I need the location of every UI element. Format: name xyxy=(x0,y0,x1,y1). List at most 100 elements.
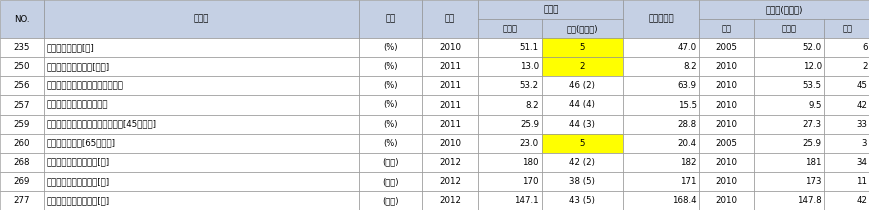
Bar xyxy=(824,96,869,114)
Bar xyxy=(43,172,359,191)
Bar xyxy=(421,76,478,96)
Text: 2010: 2010 xyxy=(439,43,461,52)
Bar xyxy=(0,191,43,210)
Text: 181: 181 xyxy=(805,158,821,167)
Text: 51.1: 51.1 xyxy=(520,43,539,52)
Bar xyxy=(541,191,622,210)
Text: 170: 170 xyxy=(522,177,539,186)
Bar xyxy=(421,153,478,172)
Text: 63.9: 63.9 xyxy=(677,81,696,91)
Text: 12.0: 12.0 xyxy=(802,62,821,71)
Text: 指標値: 指標値 xyxy=(780,24,795,33)
Text: 13.0: 13.0 xyxy=(520,62,539,71)
Bar xyxy=(0,0,43,38)
Bar xyxy=(753,134,824,153)
Text: (%): (%) xyxy=(382,101,397,109)
Text: 2010: 2010 xyxy=(714,158,737,167)
Text: 8.2: 8.2 xyxy=(682,62,696,71)
Text: 指標値: 指標値 xyxy=(502,24,517,33)
Bar xyxy=(43,153,359,172)
Bar xyxy=(824,191,869,210)
Text: (時間): (時間) xyxy=(381,177,398,186)
Bar xyxy=(541,76,622,96)
Bar xyxy=(478,38,541,57)
Bar xyxy=(478,191,541,210)
Bar xyxy=(753,153,824,172)
Bar xyxy=(622,191,699,210)
Bar xyxy=(0,134,43,153)
Text: 2010: 2010 xyxy=(714,177,737,186)
Text: (%): (%) xyxy=(382,62,397,71)
Text: 年度: 年度 xyxy=(445,14,454,24)
Bar xyxy=(478,57,541,76)
Text: 25.9: 25.9 xyxy=(520,119,539,129)
Bar xyxy=(622,57,699,76)
Bar xyxy=(699,38,753,57)
Bar xyxy=(0,57,43,76)
Text: 2: 2 xyxy=(861,62,866,71)
Text: 25.9: 25.9 xyxy=(802,139,821,148)
Bar xyxy=(43,134,359,153)
Text: 250: 250 xyxy=(14,62,30,71)
Bar xyxy=(359,134,421,153)
Text: 就職者に占める中高年齢者の比率[45歳以上]: 就職者に占める中高年齢者の比率[45歳以上] xyxy=(46,119,156,129)
Text: 182: 182 xyxy=(680,158,696,167)
Text: 2010: 2010 xyxy=(714,196,737,205)
Bar xyxy=(699,76,753,96)
Bar xyxy=(541,172,622,191)
Bar xyxy=(824,172,869,191)
Bar xyxy=(421,134,478,153)
Text: 項目名: 項目名 xyxy=(193,14,209,24)
Bar xyxy=(43,76,359,96)
Text: 257: 257 xyxy=(14,101,30,109)
Text: 45: 45 xyxy=(855,81,866,91)
Text: パートタイム就職率[常用]: パートタイム就職率[常用] xyxy=(46,62,109,71)
Bar xyxy=(43,38,359,57)
Bar xyxy=(421,191,478,210)
Bar xyxy=(699,57,753,76)
Text: (%): (%) xyxy=(382,119,397,129)
Bar xyxy=(478,114,541,134)
Bar xyxy=(699,153,753,172)
Bar xyxy=(753,38,824,57)
Bar xyxy=(0,38,43,57)
Text: 269: 269 xyxy=(14,177,30,186)
Text: 2012: 2012 xyxy=(439,177,461,186)
Bar xyxy=(699,19,753,38)
Text: (%): (%) xyxy=(382,139,397,148)
Text: 44 (4): 44 (4) xyxy=(569,101,594,109)
Bar xyxy=(43,191,359,210)
Bar xyxy=(699,134,753,153)
Bar xyxy=(622,114,699,134)
Text: 9.5: 9.5 xyxy=(807,101,821,109)
Bar xyxy=(43,0,359,38)
Text: 235: 235 xyxy=(14,43,30,52)
Text: 256: 256 xyxy=(14,81,30,91)
Bar xyxy=(43,96,359,114)
Bar xyxy=(824,19,869,38)
Text: 180: 180 xyxy=(522,158,539,167)
Bar xyxy=(359,76,421,96)
Text: (時間): (時間) xyxy=(381,158,398,167)
Text: 173: 173 xyxy=(805,177,821,186)
Text: 259: 259 xyxy=(14,119,30,129)
Text: 15.5: 15.5 xyxy=(677,101,696,109)
Text: 月間平均実労働時間数[男]: 月間平均実労働時間数[男] xyxy=(46,158,109,167)
Bar xyxy=(359,96,421,114)
Bar xyxy=(478,76,541,96)
Bar xyxy=(421,38,478,57)
Text: 順位: 順位 xyxy=(841,24,851,33)
Text: (%): (%) xyxy=(382,81,397,91)
Text: 34: 34 xyxy=(855,158,866,167)
Text: 52.0: 52.0 xyxy=(802,43,821,52)
Text: 参考値(鳥取県): 参考値(鳥取県) xyxy=(765,5,802,14)
Bar xyxy=(359,114,421,134)
Text: 年度: 年度 xyxy=(720,24,731,33)
Bar xyxy=(622,38,699,57)
Bar xyxy=(753,191,824,210)
Text: 鳥取県: 鳥取県 xyxy=(542,5,558,14)
Bar xyxy=(699,172,753,191)
Text: 47.0: 47.0 xyxy=(677,43,696,52)
Text: 44 (3): 44 (3) xyxy=(569,119,594,129)
Bar xyxy=(0,153,43,172)
